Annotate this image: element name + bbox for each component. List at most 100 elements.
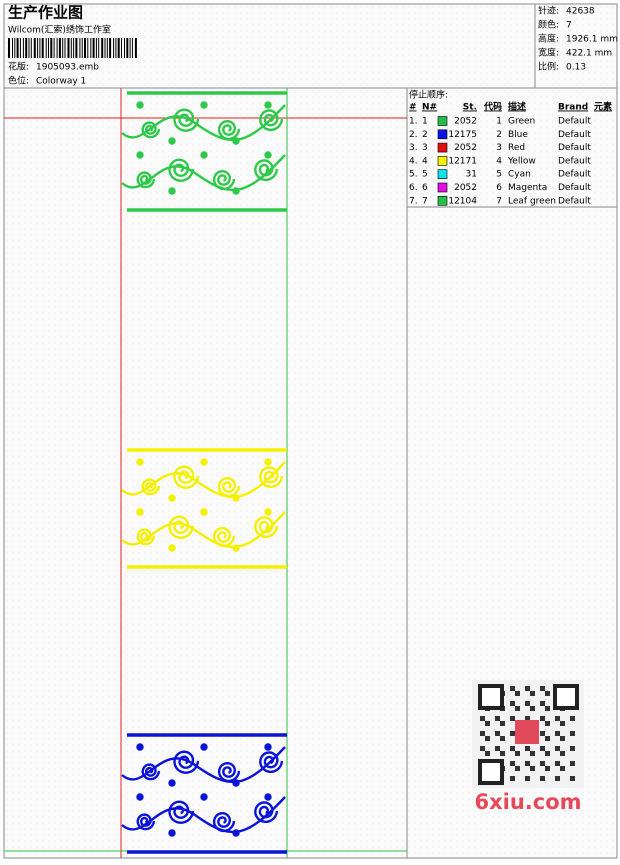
embroidery-motif (121, 448, 287, 569)
qr-cell (480, 716, 485, 721)
code: 3 (496, 143, 502, 153)
spiral (168, 800, 195, 824)
qr-cell (510, 686, 515, 691)
dot (200, 151, 208, 159)
info-label: 比例: (538, 61, 559, 73)
dot (232, 779, 240, 787)
qr-cell (570, 776, 575, 781)
bar (92, 38, 95, 58)
dot (264, 101, 272, 109)
dot (136, 743, 144, 751)
qr-cell (560, 751, 565, 756)
qr-cell (515, 706, 520, 711)
qr-cell (495, 746, 500, 751)
bar (53, 38, 55, 58)
qr-finder (553, 684, 579, 710)
stitches: 12104 (448, 196, 477, 206)
watermark: 6xiu.com (474, 790, 581, 814)
needle: 6 (422, 183, 428, 193)
spiral (173, 108, 200, 132)
column-header: # (409, 103, 417, 113)
info-label: 宽度: (538, 47, 559, 59)
column-header: St. (463, 103, 477, 113)
info-label: 针迹: (538, 5, 559, 17)
bar (109, 38, 112, 58)
qr-cell (560, 721, 565, 726)
spiral (141, 121, 161, 139)
qr-cell (555, 731, 560, 736)
qr-cell (485, 736, 490, 741)
bar (62, 38, 64, 58)
seq: 3. (409, 143, 418, 153)
qr-cell (495, 731, 500, 736)
color-swatch (437, 182, 448, 193)
bar (48, 38, 49, 58)
qr-cell (545, 751, 550, 756)
qr-cell (525, 776, 530, 781)
color-swatch (437, 116, 448, 126)
dot (168, 779, 176, 787)
scroll (121, 104, 286, 142)
spiral (168, 158, 195, 182)
qr-logo (515, 720, 539, 744)
needle: 2 (422, 130, 428, 140)
column-header: 代码 (483, 101, 502, 113)
info-value: 422.1 mm (566, 49, 612, 59)
bar (25, 38, 28, 58)
color-swatch (437, 156, 448, 166)
brand: Default (558, 156, 591, 166)
info-label: 高度: (538, 33, 559, 45)
color-swatch (437, 169, 448, 179)
qr-cell (480, 746, 485, 751)
bar (14, 38, 16, 58)
qr-cell (540, 776, 545, 781)
bar (101, 38, 104, 58)
dot (168, 544, 176, 552)
bar (106, 38, 108, 58)
label: 色位: (8, 75, 29, 87)
qr-cell (555, 776, 560, 781)
stitches: 2052 (454, 183, 477, 193)
qr-cell (510, 731, 515, 736)
spiral (259, 751, 284, 773)
bar (90, 38, 92, 58)
bar (67, 38, 70, 58)
spiral (168, 515, 195, 539)
qr-cell (525, 701, 530, 706)
stitches: 2052 (454, 117, 477, 127)
bar (64, 38, 66, 58)
bar (87, 38, 89, 58)
dot (232, 494, 240, 502)
spiral (254, 801, 279, 823)
info-value: 42638 (566, 7, 595, 17)
bar (104, 38, 106, 58)
spiral (254, 159, 279, 181)
bar (70, 38, 72, 58)
qr-cell (515, 751, 520, 756)
qr-cell (555, 761, 560, 766)
spiral (136, 813, 156, 831)
bar (73, 38, 75, 58)
brand: Default (558, 117, 591, 127)
qr-cell (510, 746, 515, 751)
code: 6 (496, 183, 502, 193)
code: 5 (496, 170, 502, 180)
bar (28, 38, 30, 58)
bar (22, 38, 24, 58)
qr-cell (560, 736, 565, 741)
info-label: 颜色: (538, 19, 559, 31)
needle: 5 (422, 170, 428, 180)
dot (200, 743, 208, 751)
qr-cell (500, 751, 505, 756)
seq: 1. (409, 117, 418, 127)
dot (264, 508, 272, 516)
qr-cell (570, 731, 575, 736)
embroidery-motif (121, 91, 287, 212)
spiral (217, 761, 241, 783)
spiral (212, 169, 236, 191)
dot (200, 793, 208, 801)
dot (232, 544, 240, 552)
qr-cell (570, 716, 575, 721)
dot (136, 508, 144, 516)
bar (37, 38, 39, 58)
